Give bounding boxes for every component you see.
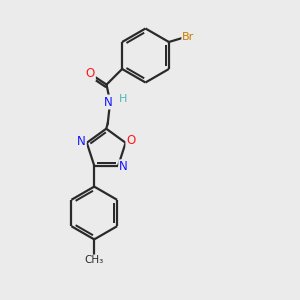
Text: N: N	[77, 135, 86, 148]
Text: H: H	[118, 94, 127, 104]
Text: N: N	[104, 95, 113, 109]
Text: CH₃: CH₃	[85, 255, 104, 266]
Text: Br: Br	[182, 32, 194, 43]
Text: N: N	[119, 160, 128, 173]
Text: O: O	[86, 67, 95, 80]
Text: O: O	[126, 134, 136, 147]
